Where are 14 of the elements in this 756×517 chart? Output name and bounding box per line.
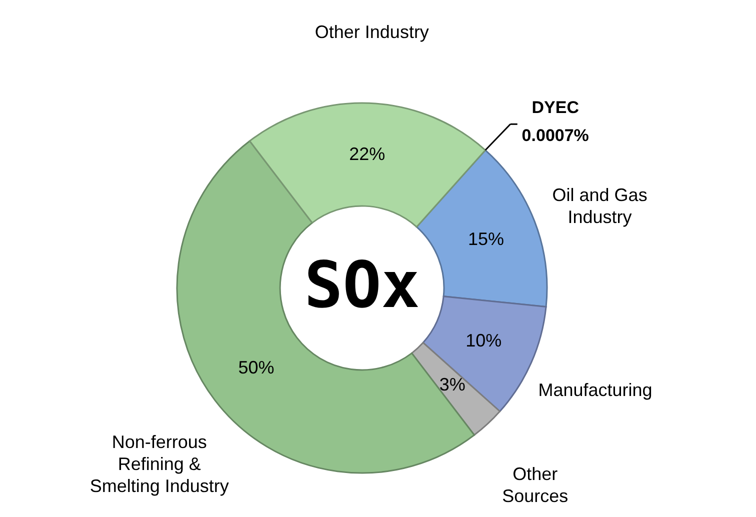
slice-label: Other Sources <box>502 464 568 506</box>
slice-label: Oil and Gas Industry <box>552 184 648 227</box>
data-label: 0.0007% <box>522 126 589 146</box>
data-label: 10% <box>466 330 502 351</box>
data-label: 50% <box>238 358 274 378</box>
text: SOx <box>304 249 420 323</box>
data-label: 22% <box>349 144 386 164</box>
slice-label: Non-ferrous Refining & Smelting Industry <box>90 432 229 496</box>
data-label: 15% <box>468 228 504 249</box>
slice-label: DYEC <box>532 98 579 118</box>
slice-label: Manufacturing <box>538 380 652 400</box>
data-label: 3% <box>439 374 466 395</box>
slice-label: Other Industry <box>314 22 429 42</box>
donut-slice <box>248 102 486 228</box>
